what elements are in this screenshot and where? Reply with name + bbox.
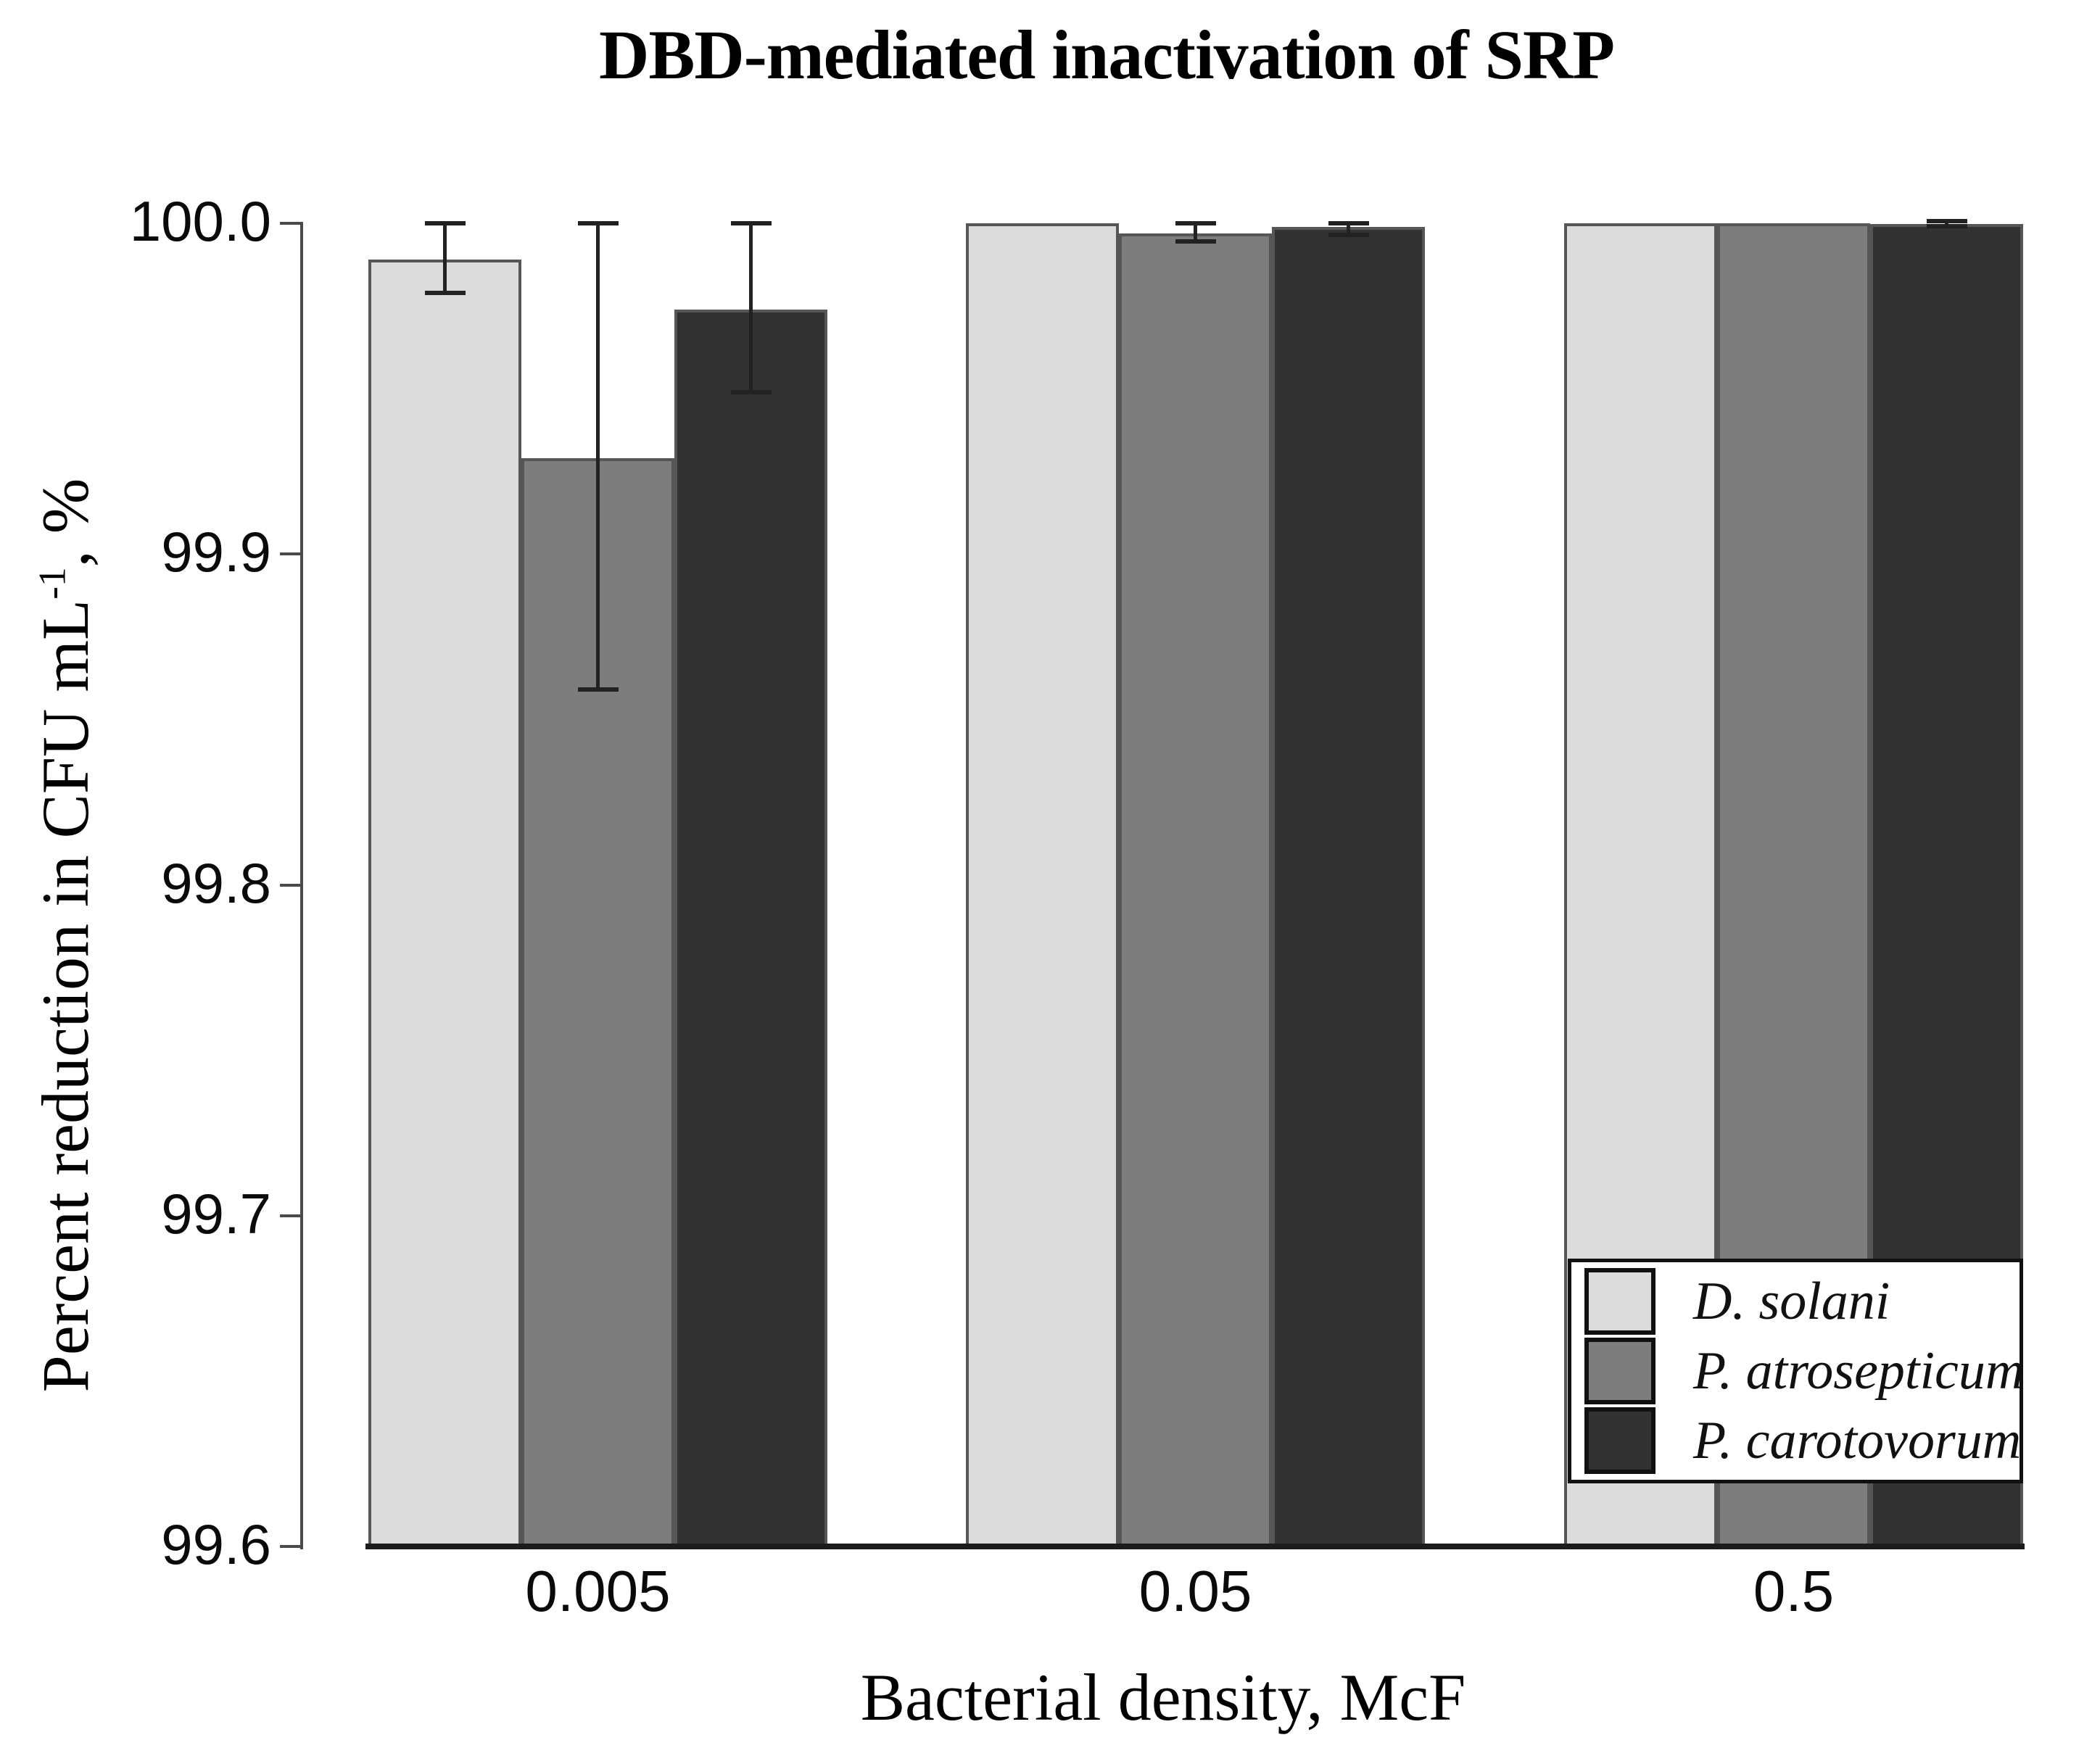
y-tick-label-99.6: 99.6 (161, 1512, 271, 1576)
error-cap-low-p--carotovorum-0.05 (1328, 233, 1369, 237)
error-cap-high-d--solani-0.005 (424, 221, 466, 225)
y-tick-99.6 (280, 1545, 300, 1548)
y-axis-spine (300, 222, 303, 1549)
legend-label: D. solani (1693, 1272, 1890, 1331)
legend-swatch-icon (1584, 1268, 1655, 1335)
error-bar-p--carotovorum-0.05 (1347, 223, 1350, 235)
x-tick-label-0.005: 0.005 (525, 1559, 671, 1623)
error-cap-high-p--carotovorum-0.5 (1926, 218, 1967, 223)
error-bar-p--atrosepticum-0.05 (1194, 223, 1197, 242)
bar-d--solani-0.05 (966, 223, 1119, 1549)
error-cap-high-p--atrosepticum-0.05 (1175, 221, 1216, 225)
y-tick-100.0 (280, 222, 300, 225)
error-cap-low-p--atrosepticum-0.05 (1175, 239, 1216, 244)
bar-p--carotovorum-0.05 (1272, 226, 1425, 1549)
y-axis-title-main: Percent reduction in CFU mL (28, 599, 102, 1393)
legend: D. solani P. atrosepticum P. carotovorum (1568, 1259, 2024, 1483)
bar-d--solani-0.005 (368, 260, 521, 1549)
legend-row-d--solani: D. solani (1584, 1268, 2006, 1335)
legend-label: P. atrosepticum (1693, 1341, 2025, 1401)
y-tick-99.8 (280, 883, 300, 887)
error-cap-high-p--carotovorum-0.05 (1328, 221, 1369, 225)
error-bar-d--solani-0.005 (443, 223, 447, 293)
y-axis-title: Percent reduction in CFU mL-1, % (27, 479, 104, 1393)
x-axis-title: Bacterial density, McF (860, 1660, 1466, 1734)
legend-label: P. carotovorum (1693, 1411, 2022, 1470)
legend-swatch-icon (1584, 1407, 1655, 1474)
y-tick-label-99.8: 99.8 (161, 850, 271, 915)
error-cap-low-p--carotovorum-0.005 (730, 389, 772, 394)
y-tick-label-99.9: 99.9 (161, 520, 271, 584)
x-axis-baseline (365, 1544, 2025, 1549)
legend-row-p--carotovorum: P. carotovorum (1584, 1407, 2021, 1474)
y-tick-99.7 (280, 1214, 300, 1217)
bar-p--atrosepticum-0.05 (1119, 233, 1272, 1549)
x-tick-label-0.5: 0.5 (1753, 1559, 1835, 1623)
y-tick-label-100.0: 100.0 (129, 189, 271, 253)
error-cap-high-p--carotovorum-0.005 (730, 221, 772, 225)
error-cap-low-p--carotovorum-0.5 (1926, 224, 1967, 229)
legend-swatch-icon (1584, 1338, 1655, 1404)
x-tick-label-0.05: 0.05 (1138, 1559, 1252, 1623)
y-tick-label-99.7: 99.7 (161, 1181, 271, 1246)
error-cap-high-p--atrosepticum-0.005 (577, 221, 619, 225)
error-cap-low-p--atrosepticum-0.005 (577, 687, 619, 692)
error-cap-low-d--solani-0.005 (424, 290, 466, 295)
legend-row-p--atrosepticum: P. atrosepticum (1584, 1338, 2024, 1404)
error-bar-p--carotovorum-0.5 (1945, 220, 1948, 227)
bar-p--carotovorum-0.005 (674, 309, 827, 1549)
y-tick-99.9 (280, 552, 300, 556)
error-bar-p--atrosepticum-0.005 (596, 223, 600, 690)
chart-title: DBD-mediated inactivation of SRP (599, 16, 1615, 94)
error-bar-p--carotovorum-0.005 (749, 223, 753, 392)
